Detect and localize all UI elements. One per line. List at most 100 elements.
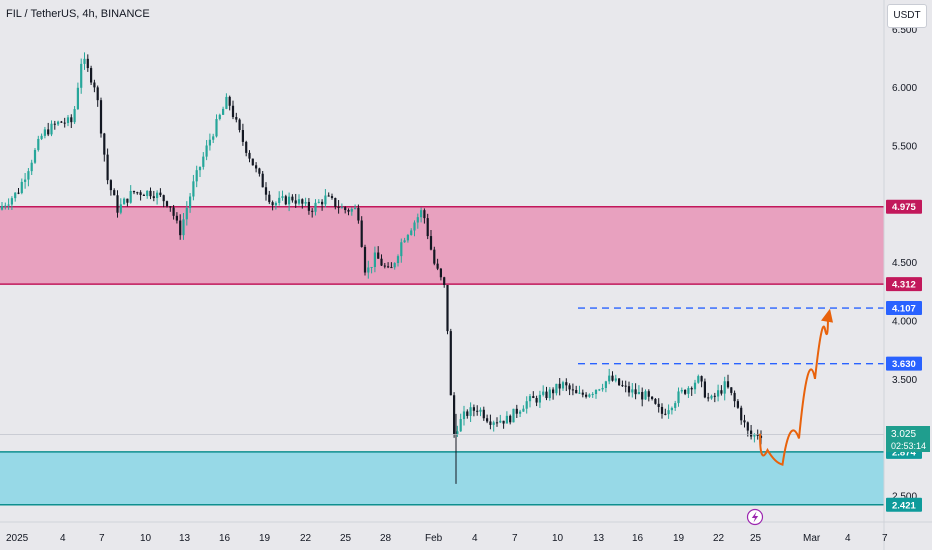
candle-body-43 bbox=[142, 194, 145, 196]
candle-body-122 bbox=[403, 240, 406, 243]
candle-body-200 bbox=[660, 406, 664, 414]
candle-body-82 bbox=[271, 202, 274, 206]
candle-body-66 bbox=[218, 114, 221, 120]
y-tick-0: 6.500 bbox=[892, 25, 917, 36]
candle-body-186 bbox=[614, 378, 617, 381]
candle-body-18 bbox=[60, 121, 63, 123]
candle-body-27 bbox=[90, 68, 93, 83]
candle-body-47 bbox=[156, 192, 159, 199]
candle-body-208 bbox=[687, 388, 690, 394]
badge-3630-text: 3.630 bbox=[892, 359, 916, 370]
y-axis-ticks: 6.500 6.000 5.500 4.500 4.000 3.500 2.500 bbox=[892, 25, 917, 503]
candle-body-227 bbox=[750, 430, 753, 437]
badge-2421: 2.421 bbox=[886, 497, 922, 512]
candle-body-226 bbox=[746, 422, 749, 431]
candle-body-8 bbox=[27, 171, 30, 180]
zones-layer bbox=[0, 205, 884, 506]
candle-body-211 bbox=[697, 376, 700, 383]
candle-body-69 bbox=[228, 96, 231, 106]
candle-body-141 bbox=[466, 411, 469, 416]
candle-body-67 bbox=[222, 108, 225, 115]
last-price-text: 3.025 bbox=[891, 429, 916, 440]
candle-body-180 bbox=[594, 389, 598, 395]
candle-body-183 bbox=[604, 381, 607, 388]
candle-body-11 bbox=[37, 138, 40, 150]
x-tick-0: 2025 bbox=[6, 533, 29, 544]
candle-body-127 bbox=[420, 210, 423, 218]
candle-body-55 bbox=[182, 219, 185, 236]
candle-body-178 bbox=[588, 394, 591, 397]
candle-body-143 bbox=[472, 407, 475, 411]
candle-body-157 bbox=[519, 411, 522, 414]
candle-body-96 bbox=[317, 201, 320, 203]
candle-body-63 bbox=[208, 139, 211, 146]
candle-body-205 bbox=[677, 391, 680, 404]
candle-body-163 bbox=[538, 394, 541, 403]
candle-body-201 bbox=[664, 413, 667, 415]
lightning-icon[interactable] bbox=[746, 508, 764, 526]
y-tick-6: 2.500 bbox=[892, 492, 917, 503]
candle-body-198 bbox=[654, 398, 657, 404]
candle-body-92 bbox=[304, 201, 307, 204]
candle-body-169 bbox=[558, 383, 561, 389]
projection-curve bbox=[759, 314, 829, 466]
candle-body-91 bbox=[301, 199, 304, 204]
candle-body-150 bbox=[495, 422, 499, 424]
candle-body-19 bbox=[63, 122, 66, 124]
candle-body-153 bbox=[505, 415, 508, 424]
candle-body-35 bbox=[116, 195, 119, 213]
candle-body-159 bbox=[525, 401, 528, 409]
candle-body-3 bbox=[10, 198, 13, 205]
candle-body-44 bbox=[146, 190, 149, 196]
candle-body-112 bbox=[370, 266, 373, 268]
candle-body-41 bbox=[136, 192, 139, 194]
candle-body-49 bbox=[162, 195, 165, 202]
candle-body-133 bbox=[439, 268, 442, 278]
candle-body-207 bbox=[684, 389, 687, 394]
candle-body-87 bbox=[288, 196, 291, 205]
x-tick-9: 28 bbox=[380, 533, 392, 544]
candle-body-0 bbox=[0, 205, 4, 210]
candle-body-196 bbox=[647, 391, 650, 397]
candle-body-57 bbox=[189, 196, 192, 208]
candle-body-191 bbox=[631, 389, 634, 393]
candle-body-31 bbox=[103, 133, 106, 155]
candle-body-75 bbox=[248, 152, 251, 159]
candle-body-53 bbox=[175, 215, 178, 221]
candle-body-38 bbox=[126, 198, 129, 203]
candle-body-89 bbox=[294, 200, 297, 204]
y-tick-4: 4.000 bbox=[892, 317, 917, 328]
candle-body-15 bbox=[50, 123, 53, 135]
levels-layer bbox=[0, 307, 884, 435]
candle-body-17 bbox=[57, 121, 60, 125]
candle-body-56 bbox=[185, 207, 188, 220]
candle-body-36 bbox=[119, 204, 122, 213]
candle-body-142 bbox=[469, 407, 472, 416]
candle-body-68 bbox=[225, 96, 228, 109]
candle-body-203 bbox=[670, 407, 673, 411]
candle-body-229 bbox=[756, 434, 759, 436]
candle-body-95 bbox=[314, 202, 317, 212]
candle-body-30 bbox=[99, 100, 103, 134]
candle-body-50 bbox=[165, 201, 169, 207]
candle-body-54 bbox=[179, 220, 182, 236]
candle-body-185 bbox=[611, 375, 614, 381]
candle-body-181 bbox=[598, 389, 601, 391]
candle-body-20 bbox=[66, 117, 70, 124]
candle-body-60 bbox=[198, 166, 202, 171]
last-price-badge: 3.025 02:53:14 bbox=[886, 426, 930, 452]
candle-body-174 bbox=[575, 389, 578, 394]
candle-body-2 bbox=[7, 204, 10, 206]
candle-body-84 bbox=[278, 197, 281, 203]
currency-unit-button[interactable]: USDT bbox=[887, 4, 927, 28]
x-tick-14: 13 bbox=[593, 533, 605, 544]
candle-body-28 bbox=[93, 82, 96, 88]
candle-body-103 bbox=[340, 207, 343, 209]
badge-4975-text: 4.975 bbox=[892, 202, 916, 213]
candle-body-131 bbox=[433, 249, 436, 264]
candle-body-21 bbox=[70, 117, 73, 123]
candle-body-212 bbox=[700, 376, 703, 382]
candle-body-76 bbox=[251, 158, 254, 166]
candle-body-116 bbox=[383, 265, 386, 267]
